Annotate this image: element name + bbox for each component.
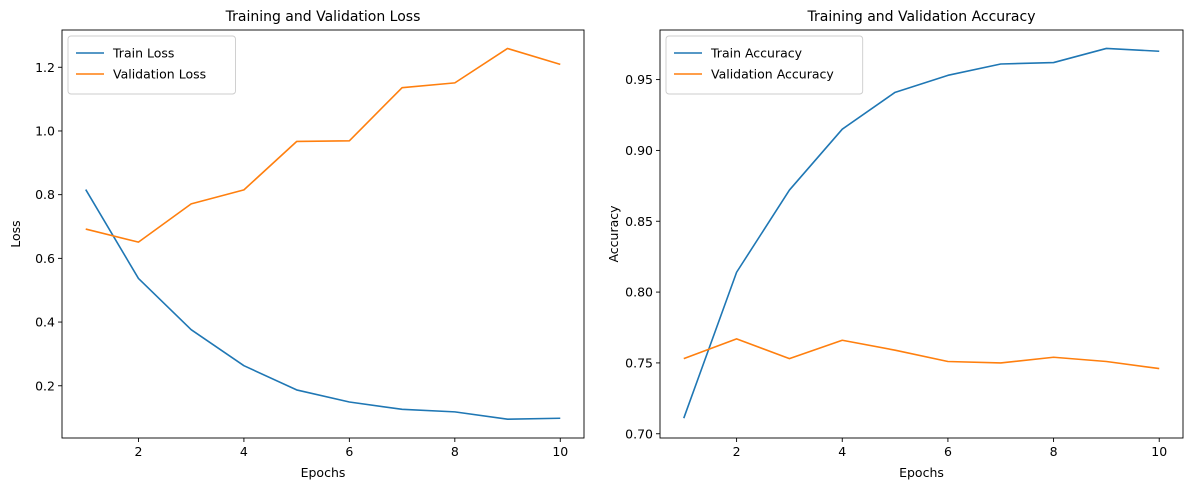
accuracy-y-tick-label: 0.90 bbox=[625, 143, 653, 158]
loss-x-tick-label: 8 bbox=[451, 444, 459, 459]
accuracy-x-tick-label: 2 bbox=[733, 444, 741, 459]
accuracy-legend bbox=[665, 35, 864, 95]
loss-axes-frame bbox=[61, 29, 585, 439]
accuracy-series-line-0 bbox=[683, 47, 1160, 419]
loss-chart: Training and Validation Loss Epochs Loss… bbox=[8, 9, 585, 480]
loss-y-tick-label: 0.6 bbox=[35, 251, 55, 266]
accuracy-chart-title: Training and Validation Accuracy bbox=[807, 9, 1036, 25]
loss-y-tick-label: 0.4 bbox=[35, 315, 55, 330]
accuracy-chart-xlabel: Epochs bbox=[899, 465, 944, 480]
loss-x-tick-label: 2 bbox=[134, 444, 142, 459]
accuracy-axes-frame bbox=[659, 29, 1184, 439]
accuracy-x-tick-label: 10 bbox=[1151, 444, 1167, 459]
loss-legend bbox=[67, 35, 236, 95]
accuracy-y-tick-label: 0.80 bbox=[625, 285, 653, 300]
loss-y-tick-label: 0.8 bbox=[35, 187, 55, 202]
accuracy-x-tick-label: 4 bbox=[838, 444, 846, 459]
accuracy-y-tick-label: 0.75 bbox=[625, 355, 653, 370]
accuracy-x-tick-label: 8 bbox=[1050, 444, 1058, 459]
accuracy-x-tick-label: 6 bbox=[944, 444, 952, 459]
accuracy-chart: Training and Validation Accuracy Epochs … bbox=[606, 9, 1184, 480]
loss-legend-entry-1: Validation Loss bbox=[113, 67, 206, 82]
loss-y-tick-label: 0.2 bbox=[35, 378, 55, 393]
accuracy-legend-entry-0: Train Accuracy bbox=[710, 46, 803, 61]
loss-x-tick-label: 10 bbox=[552, 444, 568, 459]
loss-series-line-1 bbox=[85, 47, 561, 243]
loss-x-tick-label: 6 bbox=[345, 444, 353, 459]
accuracy-y-tick-label: 0.85 bbox=[625, 214, 653, 229]
loss-y-tick-label: 1.0 bbox=[35, 123, 55, 138]
loss-y-tick-label: 1.2 bbox=[35, 60, 55, 75]
accuracy-series-line-1 bbox=[683, 338, 1160, 370]
accuracy-y-tick-label: 0.95 bbox=[625, 72, 653, 87]
loss-x-tick-label: 4 bbox=[240, 444, 248, 459]
loss-chart-xlabel: Epochs bbox=[301, 465, 346, 480]
accuracy-y-tick-label: 0.70 bbox=[625, 426, 653, 441]
accuracy-legend-entry-1: Validation Accuracy bbox=[711, 67, 834, 82]
loss-chart-ylabel: Loss bbox=[8, 220, 23, 247]
loss-series-line-0 bbox=[85, 189, 561, 421]
accuracy-chart-ylabel: Accuracy bbox=[606, 205, 621, 263]
loss-legend-entry-0: Train Loss bbox=[112, 46, 174, 61]
loss-chart-title: Training and Validation Loss bbox=[225, 9, 421, 25]
